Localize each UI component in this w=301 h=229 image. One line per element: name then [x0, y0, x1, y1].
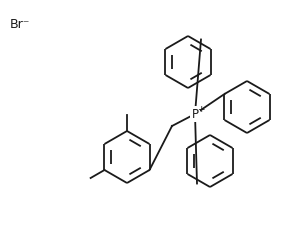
Text: Br⁻: Br⁻ — [10, 18, 30, 31]
Text: P: P — [191, 108, 198, 121]
Text: +: + — [197, 104, 205, 113]
